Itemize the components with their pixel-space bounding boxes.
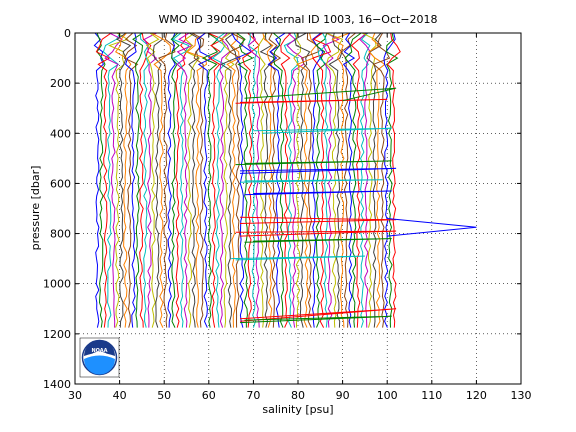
x-tick-label: 130 [511,389,532,402]
profile-line [139,33,150,328]
spike-line [239,308,397,322]
profile-line [228,33,244,328]
profile-line [132,33,144,328]
profile-line [172,33,190,328]
spike-line [253,127,392,134]
logo-top-half [84,340,115,356]
logo-text: NOAA [91,348,107,354]
profile-line [152,33,164,328]
profile-line [219,33,231,328]
spike-line [239,167,397,174]
profile-line [242,33,260,328]
profile-line [220,33,235,328]
spike-line [239,179,383,183]
profile-line [167,33,176,328]
profile-line [170,33,180,328]
spike-line [239,315,392,324]
spike-line [235,160,392,166]
x-tick-label: 120 [466,389,487,402]
spike-line [387,218,477,237]
logo-bottom-half [83,355,115,375]
spike-line [235,98,388,104]
spike-line [244,87,397,102]
axis-ticks: 30 40 50 60 70 80 90 100 110 120 130 0 200 400 600 800 1… [43,27,532,402]
profile-line [93,33,105,328]
profile-line [191,33,205,328]
x-tick-label: 90 [336,389,350,402]
spike-line [231,255,365,261]
profile-line [176,33,194,328]
profile-line [123,33,139,328]
profile-line [207,33,225,328]
x-tick-label: 50 [157,389,171,402]
profile-line [368,33,386,328]
y-tick-label: 1200 [43,328,71,341]
profile-line [104,33,123,328]
profile-line [158,33,176,328]
y-axis-label: pressure [dbar] [29,166,42,251]
spike-line [244,190,392,196]
grid [75,33,521,384]
profile-line [220,33,237,328]
profile-line [175,33,188,328]
y-tick-label: 0 [64,27,71,40]
profile-line [151,33,172,328]
profile-line [96,33,106,328]
profile-spikes [231,87,477,324]
profile-line [139,33,152,328]
logo-bird [88,351,111,357]
y-tick-label: 200 [50,77,71,90]
spike-line [244,238,392,243]
profile-line [383,33,396,328]
profile-line [211,33,226,328]
y-tick-label: 800 [50,228,71,241]
y-tick-label: 400 [50,127,71,140]
profile-line [115,33,132,328]
profile-line [236,33,254,328]
spike-line [235,230,397,237]
x-tick-label: 60 [202,389,216,402]
x-tick-label: 70 [246,389,260,402]
profile-line [386,33,401,328]
profile-line [186,33,208,328]
profile-line [95,33,112,328]
profile-line [386,33,399,328]
profile-line [372,33,391,328]
x-tick-label: 30 [68,389,82,402]
x-tick-label: 80 [291,389,305,402]
x-tick-label: 110 [421,389,442,402]
profile-line [226,33,240,328]
profile-line [102,33,121,328]
profile-line [143,33,158,328]
profile-line [114,33,132,328]
profile-line [145,33,160,328]
noaa-logo: NOAA [79,337,120,378]
profile-line [108,33,129,328]
profile-line [201,33,219,328]
chart-title: WMO ID 3900402, internal ID 1003, 16−Oct… [158,13,437,26]
x-tick-label: 40 [113,389,127,402]
y-tick-label: 1000 [43,278,71,291]
profile-line [231,33,253,328]
y-tick-label: 1400 [43,378,71,391]
profile-line [184,33,200,328]
profile-line [247,33,258,328]
x-axis-label: salinity [psu] [262,403,333,416]
x-tick-label: 100 [377,389,398,402]
profile-line [188,33,202,328]
profile-line [196,33,214,328]
profile-line [125,33,137,328]
y-tick-label: 600 [50,177,71,190]
